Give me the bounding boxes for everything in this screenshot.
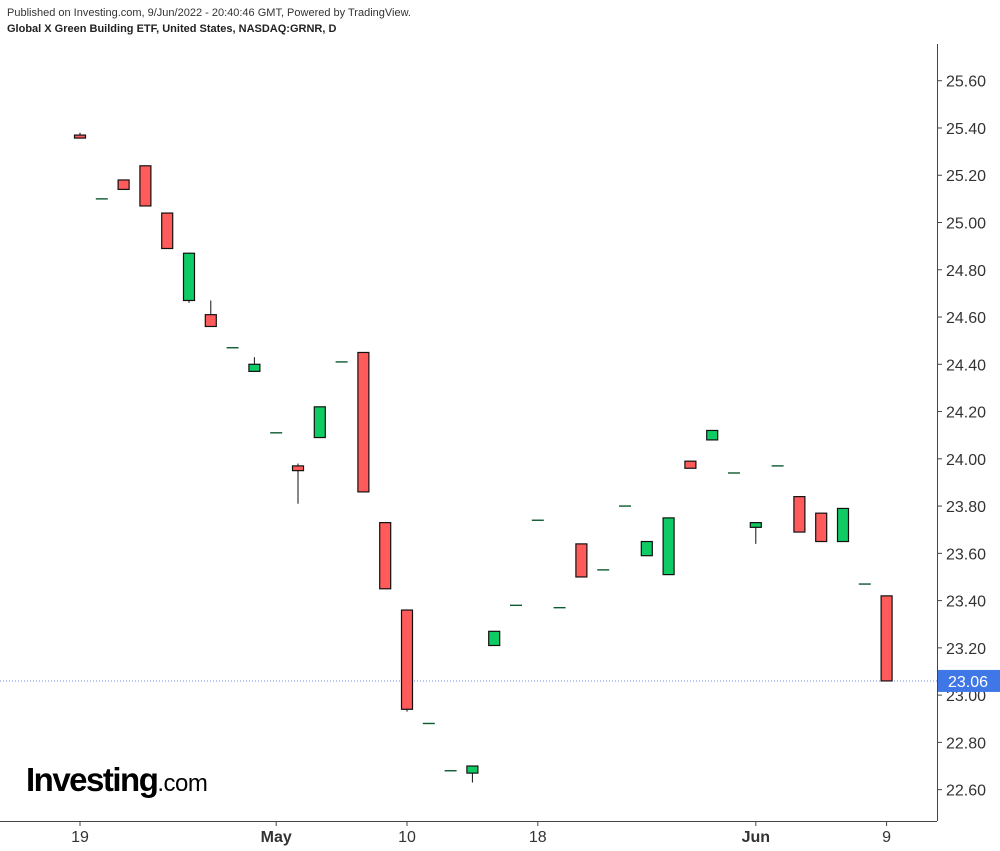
candle-body <box>400 609 414 710</box>
x-tick-label: 9 <box>882 829 891 846</box>
last-price-label-bg <box>938 669 1000 692</box>
candle <box>117 179 130 191</box>
candle <box>357 351 370 493</box>
published-note: Published on Investing.com, 9/Jun/2022 -… <box>7 7 411 19</box>
candle-body <box>662 517 675 576</box>
candle <box>836 507 850 543</box>
y-tick-label: 24.80 <box>946 263 986 280</box>
chart-header: Published on Investing.com, 9/Jun/2022 -… <box>7 5 907 37</box>
candle-body <box>880 595 893 682</box>
x-tick-label: 10 <box>398 829 416 846</box>
x-axis: 19 May 10 18 Jun 9 <box>71 821 891 846</box>
logo-wordmark: Investing <box>26 761 159 798</box>
y-tick-label: 22.80 <box>946 735 986 752</box>
candle <box>640 540 653 557</box>
candle-body <box>313 406 326 439</box>
candle-body <box>204 314 217 328</box>
candle-body <box>466 765 479 774</box>
candle <box>182 252 196 303</box>
candle <box>161 212 174 250</box>
y-tick-label: 25.20 <box>946 168 986 185</box>
candle-body <box>684 460 697 469</box>
y-tick-label: 22.60 <box>946 783 986 800</box>
candle <box>204 300 217 328</box>
y-tick-label: 23.20 <box>946 641 986 658</box>
candle-body <box>73 134 87 139</box>
y-tick-label: 24.60 <box>946 310 986 327</box>
candle-body <box>836 507 850 543</box>
y-axis: 25.60 25.40 25.20 25.00 24.80 24.60 24.40 24.20… <box>937 74 1000 800</box>
candle-body <box>575 543 588 578</box>
candle <box>379 522 392 590</box>
y-tick-label: 25.40 <box>946 121 986 138</box>
y-tick-label: 23.60 <box>946 546 986 563</box>
candle-body <box>706 429 719 441</box>
candle <box>488 630 501 647</box>
candle <box>880 595 893 682</box>
y-tick-label: 25.00 <box>946 216 986 233</box>
candle-body <box>139 165 152 207</box>
candle <box>684 460 697 469</box>
x-tick-label: Jun <box>742 829 770 846</box>
x-tick-label: 18 <box>529 829 547 846</box>
candle-body <box>291 465 305 472</box>
candle <box>749 522 762 544</box>
x-tick-label: May <box>261 829 292 846</box>
candle-body <box>357 351 370 493</box>
candle-body <box>248 363 261 372</box>
candle-body <box>793 496 806 533</box>
y-tick-label: 23.40 <box>946 594 986 611</box>
candle-body <box>379 522 392 590</box>
y-tick-label: 23.80 <box>946 499 986 516</box>
candle-body <box>488 630 501 647</box>
last-price-label: 23.06 <box>948 674 988 691</box>
candle <box>575 543 588 578</box>
candle <box>139 165 152 207</box>
candle <box>73 132 87 139</box>
candle <box>291 463 305 504</box>
investing-logo: Investing.com <box>26 761 208 799</box>
y-tick-label: 23.00 <box>946 688 986 705</box>
candle-body <box>117 179 130 191</box>
candle <box>313 406 326 439</box>
candle <box>815 512 828 543</box>
candle <box>793 496 806 533</box>
logo-suffix: .com <box>157 770 208 797</box>
candle-body <box>182 252 196 302</box>
candle <box>706 429 719 441</box>
y-tick-label: 25.60 <box>946 74 986 91</box>
candle <box>400 609 414 712</box>
candle <box>662 517 675 576</box>
x-tick-label: 19 <box>71 829 89 846</box>
candle-body <box>749 522 762 528</box>
y-tick-label: 24.20 <box>946 405 986 422</box>
plot-frame <box>0 44 938 822</box>
candle <box>466 765 479 783</box>
candle-body <box>161 212 174 250</box>
y-tick-label: 24.00 <box>946 452 986 469</box>
y-tick-label: 24.40 <box>946 357 986 374</box>
candle-body <box>815 512 828 543</box>
candle-body <box>640 540 653 557</box>
chart-title: Global X Green Building ETF, United Stat… <box>7 23 337 35</box>
candle <box>248 357 261 372</box>
candles <box>73 132 893 783</box>
